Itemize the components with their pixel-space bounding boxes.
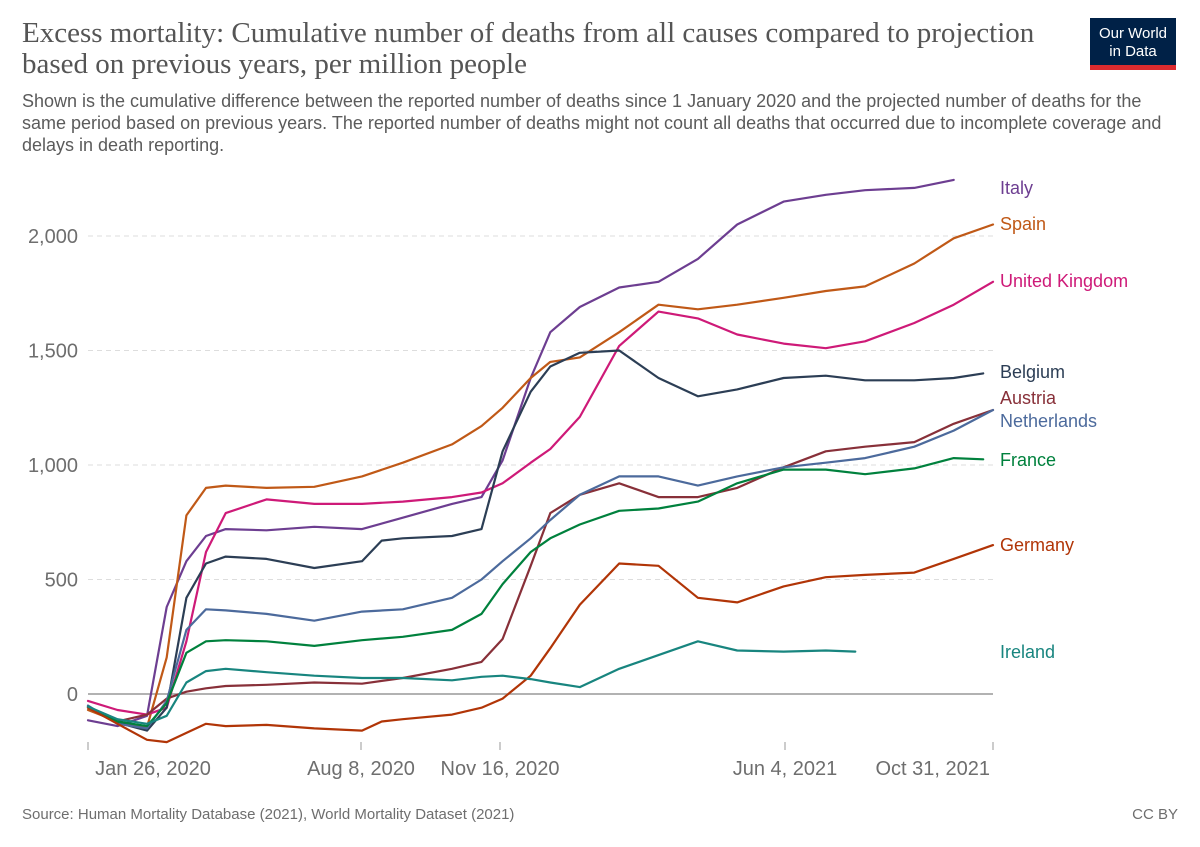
- series-label-france[interactable]: France: [1000, 450, 1056, 470]
- x-tick-label: Oct 31, 2021: [875, 758, 990, 780]
- y-tick-label: 2,000: [28, 226, 78, 248]
- x-tick-label: Aug 8, 2020: [307, 758, 415, 780]
- x-axis: Jan 26, 2020 Aug 8, 2020 Nov 16, 2020 Jun 4…: [87, 742, 994, 780]
- series-label-italy[interactable]: Italy: [1000, 178, 1033, 198]
- series-label-ireland[interactable]: Ireland: [1000, 642, 1055, 662]
- series-line-ireland[interactable]: [86, 640, 857, 725]
- series-label-austria[interactable]: Austria: [1000, 388, 1057, 408]
- series-line-belgium[interactable]: [86, 349, 985, 732]
- series-line-united-kingdom[interactable]: [86, 280, 995, 716]
- logo-line-1: Our World: [1098, 25, 1168, 42]
- series-labels: Italy Spain United Kingdom Belgium Austria Ne…: [1000, 178, 1128, 662]
- series-label-netherlands[interactable]: Netherlands: [1000, 411, 1097, 431]
- y-tick-label: 1,500: [28, 341, 78, 363]
- series-line-netherlands[interactable]: [86, 408, 995, 730]
- y-axis: 0 500 1,000 1,500 2,000: [28, 226, 78, 706]
- license-link[interactable]: CC BY: [1132, 806, 1178, 823]
- series-line-germany[interactable]: [86, 543, 995, 744]
- series-line-spain[interactable]: [86, 223, 995, 729]
- series-label-germany[interactable]: Germany: [1000, 535, 1074, 555]
- series-line-italy[interactable]: [86, 178, 955, 728]
- y-tick-label: 0: [67, 684, 78, 706]
- x-tick-label: Nov 16, 2020: [441, 758, 560, 780]
- source-note: Source: Human Mortality Database (2021),…: [22, 806, 515, 823]
- x-tick-label: Jun 4, 2021: [733, 758, 838, 780]
- x-tick-label: Jan 26, 2020: [95, 758, 211, 780]
- series-line-france[interactable]: [86, 457, 985, 728]
- gridlines: [88, 235, 993, 695]
- series-label-spain[interactable]: Spain: [1000, 214, 1046, 234]
- chart-title: Excess mortality: Cumulative number of d…: [22, 17, 1035, 80]
- series-label-belgium[interactable]: Belgium: [1000, 362, 1065, 382]
- series-label-united-kingdom[interactable]: United Kingdom: [1000, 271, 1128, 291]
- y-tick-label: 1,000: [28, 455, 78, 477]
- logo-line-2: in Data: [1109, 43, 1157, 60]
- y-tick-label: 500: [45, 570, 78, 592]
- logo-accent-bar: [1090, 65, 1176, 70]
- series-line-austria[interactable]: [86, 408, 995, 723]
- chart-subtitle: Shown is the cumulative difference betwe…: [22, 91, 1162, 155]
- series-lines: [86, 178, 995, 744]
- owid-logo[interactable]: Our World in Data: [1090, 18, 1176, 70]
